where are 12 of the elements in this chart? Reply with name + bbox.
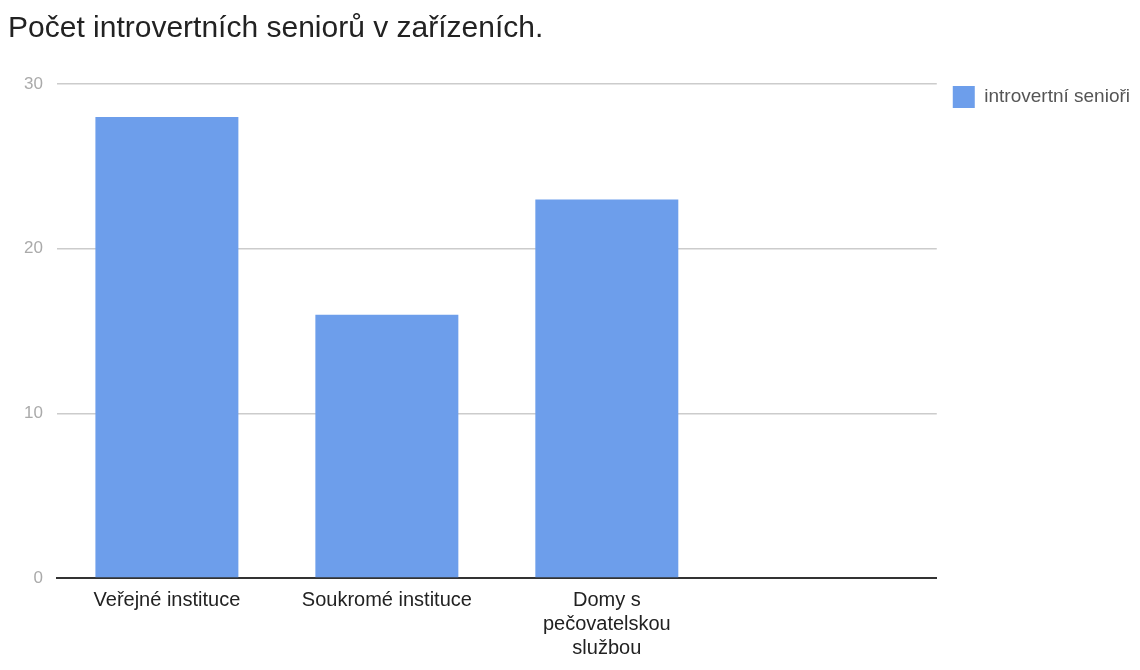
legend-label: introvertní senioři — [984, 85, 1131, 107]
y-tick-label: 10 — [23, 403, 43, 423]
chart-title: Počet introvertních seniorů v zařízeních. — [8, 10, 544, 44]
bar — [95, 117, 239, 578]
x-tick-label: Veřejné instituce — [93, 587, 241, 610]
y-tick-label: 30 — [23, 73, 43, 93]
x-tick-label: Soukromé instituce — [301, 587, 472, 610]
y-tick-label: 20 — [23, 238, 43, 258]
bar — [535, 199, 679, 578]
x-tick-label: Domy s pečovatelskou službou — [542, 587, 671, 658]
bar — [315, 314, 459, 578]
y-tick-label: 0 — [33, 567, 43, 587]
